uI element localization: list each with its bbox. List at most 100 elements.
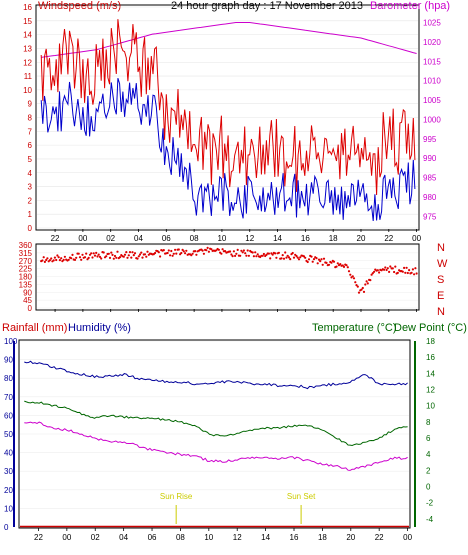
windspeed-axis-label: Windspeed (m/s) bbox=[38, 0, 121, 12]
direction-point bbox=[394, 265, 397, 268]
direction-point bbox=[365, 280, 368, 283]
wind-y-tick-label: 10 bbox=[23, 86, 32, 95]
direction-point bbox=[157, 251, 160, 254]
wind-x-tick-label: 16 bbox=[301, 234, 310, 243]
direction-point bbox=[118, 256, 122, 259]
wind-y-tick-label: 7 bbox=[28, 127, 33, 136]
wind-y-tick-label: 12 bbox=[23, 58, 32, 67]
direction-point bbox=[236, 248, 239, 251]
direction-point bbox=[70, 257, 73, 260]
wind-x-tick-label: 22 bbox=[384, 234, 393, 243]
direction-point bbox=[97, 253, 100, 256]
direction-point bbox=[146, 250, 149, 253]
direction-point bbox=[376, 269, 379, 272]
dir-label-n-top: N bbox=[437, 242, 445, 254]
direction-point bbox=[241, 251, 244, 254]
direction-point bbox=[231, 255, 234, 258]
direction-point bbox=[87, 256, 90, 259]
direction-point bbox=[349, 273, 352, 276]
barometer-y-tick-label: 1005 bbox=[423, 96, 441, 105]
climate-x-tick-label: 16 bbox=[290, 533, 299, 542]
wind-y-tick-label: 13 bbox=[23, 44, 32, 53]
direction-point bbox=[93, 254, 97, 257]
direction-point bbox=[262, 252, 265, 256]
direction-point bbox=[81, 253, 84, 256]
direction-y-tick-label: 270 bbox=[19, 257, 33, 266]
climate-x-tick-label: 00 bbox=[403, 533, 412, 542]
barometer-y-tick-label: 995 bbox=[423, 135, 437, 144]
wind-y-tick-label: 5 bbox=[28, 155, 33, 164]
temperature-y-tick-label: 12 bbox=[426, 386, 435, 395]
wind-gust-line bbox=[40, 19, 416, 196]
direction-y-tick-label: 135 bbox=[19, 280, 33, 289]
direction-point bbox=[58, 259, 62, 262]
direction-point bbox=[177, 248, 180, 251]
temperature-y-tick-label: -2 bbox=[426, 499, 434, 508]
chart-title: 24 hour graph day : 17 November 2013 bbox=[171, 0, 363, 12]
direction-point bbox=[143, 253, 147, 256]
direction-point bbox=[332, 260, 336, 263]
direction-point bbox=[169, 254, 172, 257]
direction-point bbox=[182, 250, 185, 253]
direction-point bbox=[252, 255, 255, 258]
direction-point bbox=[319, 260, 322, 263]
direction-point bbox=[205, 249, 208, 252]
direction-point bbox=[191, 252, 194, 255]
direction-point bbox=[383, 268, 386, 271]
direction-point bbox=[285, 256, 288, 259]
direction-point bbox=[224, 250, 227, 253]
direction-point bbox=[312, 258, 316, 261]
climate-x-tick-label: 12 bbox=[233, 533, 242, 542]
humidity-y-tick-label: 0 bbox=[4, 523, 9, 532]
direction-point bbox=[282, 257, 286, 260]
direction-point bbox=[111, 253, 114, 256]
dewpoint-line bbox=[24, 421, 408, 471]
barometer-y-tick-label: 975 bbox=[423, 212, 437, 221]
climate-x-tick-label: 00 bbox=[62, 533, 71, 542]
direction-point bbox=[62, 258, 65, 261]
direction-point bbox=[127, 254, 130, 257]
wind-average-line bbox=[40, 77, 416, 222]
direction-point bbox=[107, 252, 110, 255]
direction-y-tick-label: 225 bbox=[19, 265, 33, 274]
direction-point bbox=[336, 262, 339, 265]
direction-point bbox=[116, 250, 119, 253]
direction-point bbox=[304, 256, 307, 259]
barometer-y-tick-label: 980 bbox=[423, 193, 437, 202]
direction-point bbox=[229, 250, 232, 253]
direction-point bbox=[354, 281, 357, 284]
direction-point bbox=[110, 251, 113, 254]
wind-y-tick-label: 11 bbox=[24, 72, 33, 81]
direction-point bbox=[210, 248, 213, 251]
direction-point bbox=[195, 253, 198, 256]
direction-point bbox=[242, 249, 245, 252]
direction-point bbox=[201, 249, 204, 252]
direction-point bbox=[113, 254, 117, 258]
wind-y-tick-label: 9 bbox=[28, 100, 33, 109]
direction-y-tick-label: 90 bbox=[23, 288, 32, 297]
direction-point bbox=[311, 260, 314, 263]
wind-y-tick-label: 3 bbox=[28, 183, 33, 192]
climate-x-tick-label: 06 bbox=[148, 533, 157, 542]
direction-point bbox=[317, 258, 321, 261]
humidity-y-tick-label: 90 bbox=[4, 356, 13, 365]
wind-x-tick-label: 10 bbox=[217, 234, 226, 243]
direction-point bbox=[42, 256, 45, 259]
direction-panel-frame bbox=[35, 243, 420, 311]
direction-point bbox=[57, 256, 60, 259]
direction-point bbox=[339, 263, 342, 266]
direction-point bbox=[299, 256, 302, 259]
climate-x-tick-label: 10 bbox=[204, 533, 213, 542]
direction-point bbox=[255, 255, 258, 258]
humidity-y-tick-label: 20 bbox=[4, 486, 13, 495]
direction-point bbox=[413, 273, 416, 276]
direction-point bbox=[220, 252, 223, 255]
direction-point bbox=[320, 258, 323, 261]
direction-point bbox=[369, 279, 372, 282]
humidity-y-tick-label: 70 bbox=[4, 393, 13, 402]
direction-point bbox=[92, 252, 95, 255]
direction-point bbox=[131, 251, 134, 254]
direction-point bbox=[265, 253, 268, 256]
direction-point bbox=[141, 256, 144, 259]
